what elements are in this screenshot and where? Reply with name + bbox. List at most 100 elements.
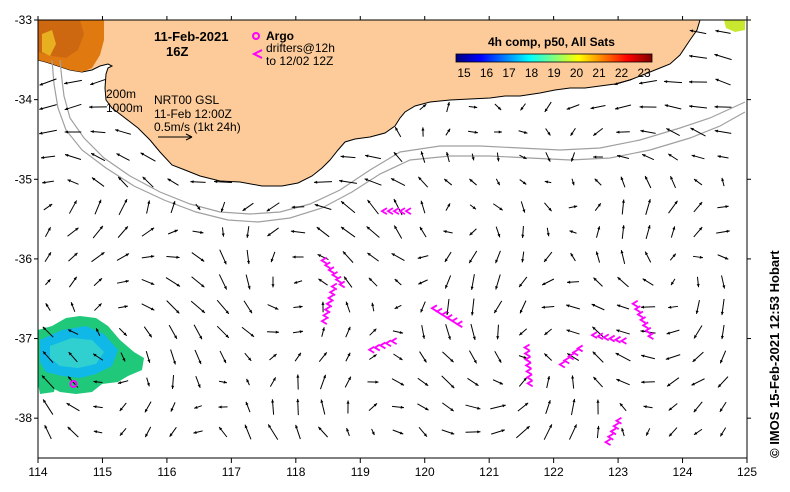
current-arrow [392,429,404,435]
current-arrow [170,200,176,214]
current-arrow [367,252,379,262]
current-arrow [442,351,454,363]
current-arrow [693,226,703,238]
current-arrow [291,205,305,209]
x-tick-label: 125 [737,465,757,479]
current-arrow [140,152,156,162]
current-arrow [666,377,680,387]
current-arrow [371,302,375,312]
current-arrow [271,276,275,288]
colorbar-tick-label: 18 [525,66,539,80]
current-arrow [543,424,553,440]
current-arrow [365,154,381,160]
current-arrow [417,176,429,188]
y-tick-label: -35 [15,172,33,186]
drifter-track [590,331,627,345]
current-arrow [693,178,703,186]
current-arrow [39,129,57,135]
current-arrow [171,375,175,389]
current-arrow [219,350,227,364]
current-arrow [39,78,57,86]
current-arrow [518,328,528,336]
colorbar-tick-label: 16 [480,66,494,80]
scale-arrow [158,133,193,141]
current-arrow [717,254,729,260]
current-arrow [93,277,103,287]
current-arrow [544,202,552,212]
current-arrow [417,377,429,387]
current-arrow [170,402,176,412]
argo-legend-icon [252,32,260,40]
current-arrow [420,200,426,214]
current-arrow [720,298,725,316]
current-arrow [92,225,104,239]
current-arrow [519,154,527,160]
current-arrow [45,278,51,286]
current-arrow [592,351,604,363]
current-arrow [496,152,500,162]
current-arrow [367,199,379,215]
current-arrow [688,80,708,84]
current-arrow [218,426,228,438]
current-arrow [690,127,706,137]
current-arrow [91,251,105,263]
current-arrow [441,429,455,435]
current-arrow [42,326,54,338]
colorbar-tick-label: 15 [457,66,471,80]
colorbar-ramp [455,53,653,63]
colorbar-tick-label: 20 [570,66,584,80]
current-arrow [494,351,502,363]
current-vector-field [39,29,732,440]
current-arrow [68,252,78,262]
current-arrow [444,275,452,289]
current-arrow [419,351,427,363]
current-arrow [66,402,80,412]
current-arrow [141,255,155,259]
current-arrow [41,375,55,389]
current-arrow [719,401,727,413]
current-arrow [692,255,704,259]
current-arrow [668,305,678,309]
current-arrow [117,226,129,238]
x-axis-ticks: 114 115 116 117 118 119 120 121 122 123 124 125 [28,16,757,479]
current-arrow [666,329,680,335]
current-arrow [692,351,704,363]
current-arrow [717,155,729,159]
current-arrow [67,179,79,185]
current-arrow [468,250,478,264]
current-arrow [616,154,630,159]
current-arrow [569,230,577,234]
current-arrow [392,405,404,409]
current-arrow [193,430,203,434]
current-arrow [715,78,731,86]
current-arrow [468,350,478,364]
current-arrow [64,130,82,134]
current-arrow [465,404,481,410]
current-arrow [391,252,405,262]
current-arrow [293,280,303,284]
current-arrow [544,328,552,336]
drifter-track [558,344,584,369]
current-arrow [670,278,676,286]
x-tick-label: 116 [157,465,176,479]
current-arrow [621,225,625,239]
current-arrow [543,251,553,263]
current-arrow [545,152,551,162]
current-arrow [693,428,703,436]
current-arrow [393,151,403,163]
current-arrow [369,328,377,336]
current-arrow [614,78,632,86]
current-arrow [641,354,655,360]
current-arrow [296,374,300,390]
current-arrow [621,199,625,215]
current-arrow [717,205,729,209]
current-arrow [116,153,130,161]
current-arrow [269,377,277,387]
current-arrow [714,105,732,109]
current-arrow [394,126,402,138]
x-tick-label: 120 [415,465,435,479]
current-arrow [520,103,526,111]
current-arrow [68,276,78,288]
current-arrow [369,354,377,360]
current-arrow [714,53,732,61]
